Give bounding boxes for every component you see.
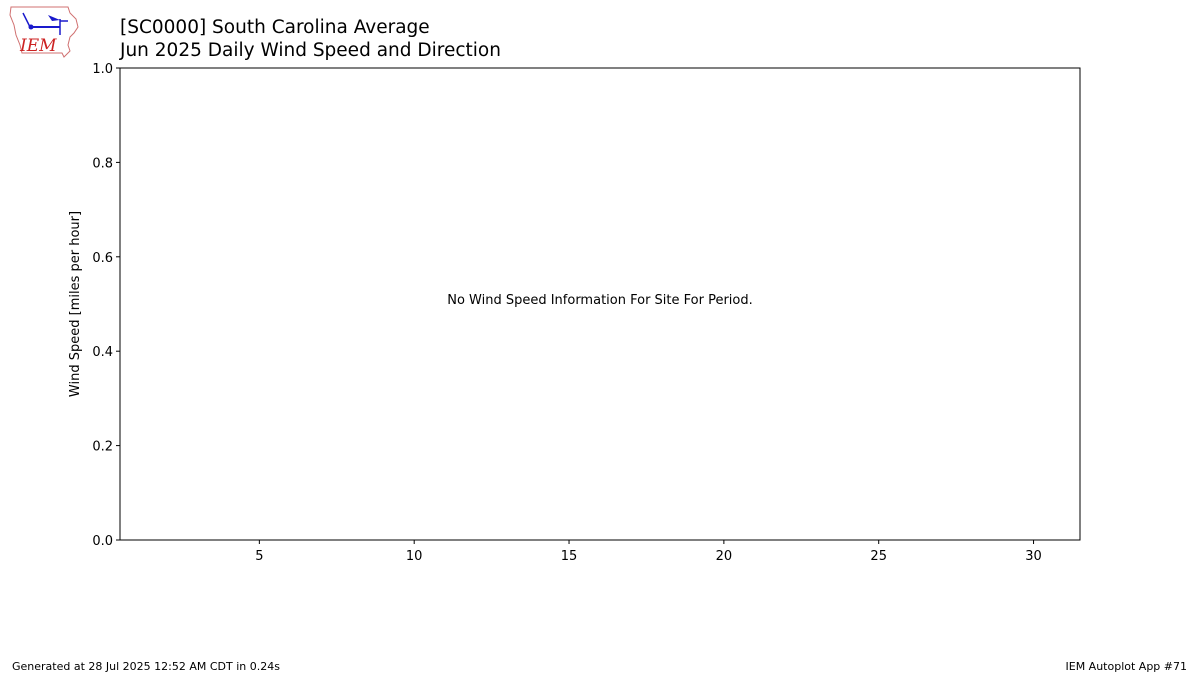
iem-logo: IEM [9, 6, 79, 58]
x-tick-label: 20 [716, 549, 733, 564]
plot-area [119, 67, 1081, 541]
y-tick-label: 1.0 [92, 62, 113, 77]
y-tick-label: 0.4 [92, 345, 113, 360]
x-tick-label: 15 [561, 549, 578, 564]
logo-text: IEM [19, 36, 57, 56]
generated-timestamp: Generated at 28 Jul 2025 12:52 AM CDT in… [12, 660, 280, 673]
x-tick-label: 30 [1025, 549, 1042, 564]
y-tick-label: 0.6 [92, 251, 113, 266]
app-label: IEM Autoplot App #71 [1065, 660, 1188, 673]
y-tick-label: 0.0 [92, 534, 113, 549]
x-tick-label: 5 [255, 549, 263, 564]
x-tick-label: 10 [406, 549, 423, 564]
no-data-annotation: No Wind Speed Information For Site For P… [447, 293, 753, 308]
chart-title-line2: Jun 2025 Daily Wind Speed and Direction [120, 40, 501, 61]
y-axis-label: Wind Speed [miles per hour] [68, 211, 83, 397]
y-tick-label: 0.8 [92, 156, 113, 171]
chart-title-line1: [SC0000] South Carolina Average [120, 17, 430, 38]
x-tick-label: 25 [870, 549, 887, 564]
y-tick-label: 0.2 [92, 440, 113, 455]
